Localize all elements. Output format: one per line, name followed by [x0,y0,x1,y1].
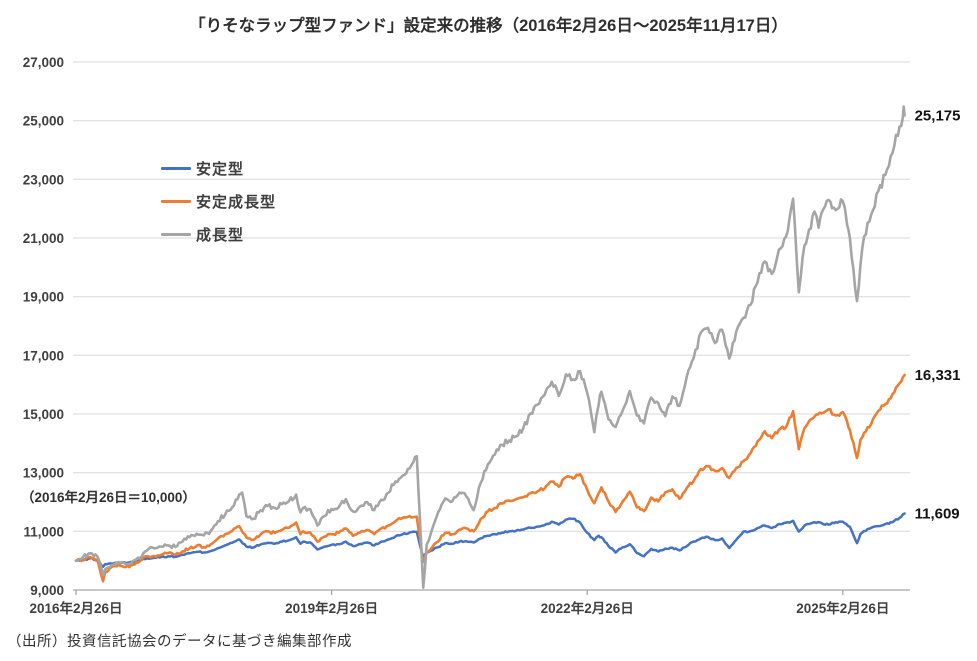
legend-item-antei: 安定型 [161,152,276,185]
source-note: （出所）投資信託協会のデータに基づき編集部作成 [7,634,352,650]
series-end-label: 11,609 [915,506,960,523]
x-axis-label: 2016年2月26日 [29,600,122,616]
series-line-安定型 [74,512,906,569]
legend: 安定型 安定成長型 成長型 [161,152,276,251]
legend-label-antei-seicho: 安定成長型 [196,194,277,211]
legend-label-antei: 安定型 [196,161,245,178]
legend-label-seicho: 成長型 [196,227,245,244]
x-axis-label: 2019年2月26日 [285,600,378,616]
y-axis-label: 27,000 [23,55,64,70]
seicho-line-swatch-icon [161,232,191,237]
y-axis-label: 11,000 [23,524,64,539]
y-axis-label: 25,000 [23,114,64,129]
y-axis-label: 13,000 [23,466,64,481]
series-end-label: 16,331 [915,367,961,384]
y-axis-label: 21,000 [23,231,64,246]
chart-title: 「りそなラップ型ファンド」設定来の推移（2016年2月26日～2025年11月1… [189,17,788,35]
legend-item-antei-seicho: 安定成長型 [161,185,276,218]
series-line-安定成長型 [74,373,906,583]
y-axis-label: 9,000 [30,583,64,598]
legend-item-seicho: 成長型 [161,218,276,251]
x-axis-label: 2025年2月26日 [796,600,889,616]
base-value-annotation: （2016年2月26日＝10,000） [21,490,196,505]
series-end-label: 25,175 [915,108,961,125]
y-axis-label: 23,000 [23,172,64,187]
y-axis-label: 15,000 [23,407,64,422]
series-line-成長型 [74,105,906,589]
antei-seicho-line-swatch-icon [161,199,191,204]
antei-line-swatch-icon [161,166,191,171]
y-axis-label: 17,000 [23,348,64,363]
x-axis-label: 2022年2月26日 [541,600,634,616]
y-axis-label: 19,000 [23,290,64,305]
